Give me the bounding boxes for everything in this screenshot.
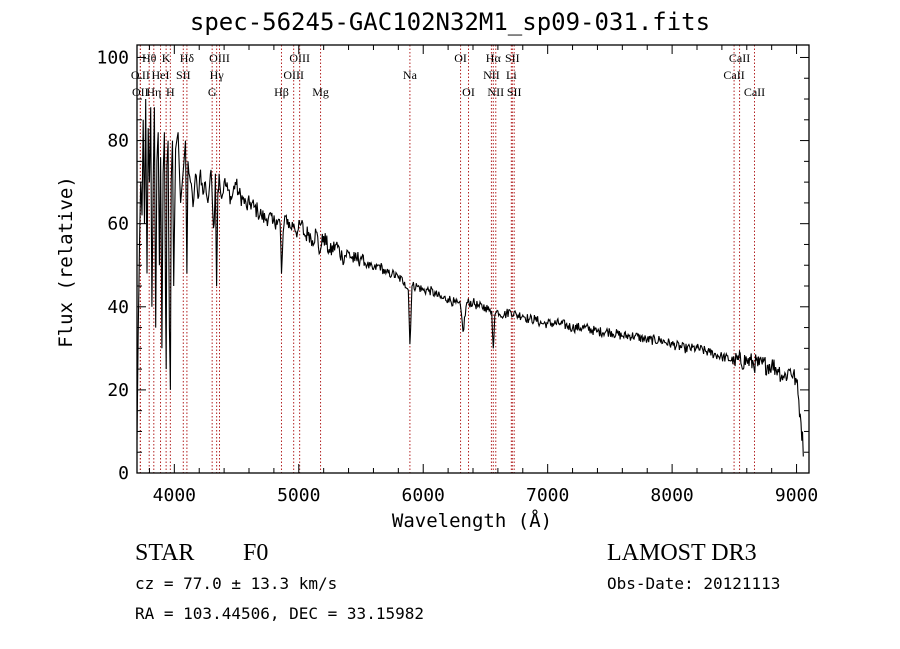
object-class: STAR	[135, 540, 195, 566]
y-axis-label: Flux (relative)	[55, 176, 77, 348]
line-label: SII	[505, 51, 520, 65]
line-label: Hδ	[180, 51, 195, 65]
line-label: OIII	[289, 51, 310, 65]
x-tick-label: 4000	[153, 485, 196, 506]
line-label: K	[162, 51, 171, 65]
y-tick-label: 100	[96, 47, 129, 68]
line-label: CaII	[723, 68, 744, 82]
y-tick-label: 80	[107, 131, 129, 152]
line-label: HeI	[152, 68, 170, 82]
x-axis-label: Wavelength (Å)	[391, 510, 553, 532]
line-label: OI	[462, 85, 475, 99]
object-subclass: F0	[243, 540, 269, 566]
spectrum-line	[136, 98, 804, 457]
redshift-cz: cz = 77.0 ± 13.3 km/s	[135, 574, 338, 593]
line-label: OI	[454, 51, 467, 65]
line-label: O II	[131, 68, 150, 82]
line-label: SII	[176, 68, 191, 82]
line-label: Hγ	[210, 68, 225, 82]
line-label: OII	[132, 85, 149, 99]
line-label: Hβ	[274, 85, 289, 99]
line-label: Na	[403, 68, 418, 82]
line-label: Li	[506, 68, 517, 82]
line-label: Mg	[312, 85, 329, 99]
line-label: NII	[487, 85, 504, 99]
line-label: H	[166, 85, 175, 99]
line-label: OIII	[283, 68, 304, 82]
line-label: OIII	[209, 51, 230, 65]
x-tick-label: 6000	[402, 485, 445, 506]
y-tick-label: 40	[107, 297, 129, 318]
line-label: Hη	[146, 85, 161, 99]
survey-name: LAMOST DR3	[607, 540, 757, 566]
x-axis: 4000 5000 6000 7000 8000 9000	[148, 45, 818, 506]
y-tick-label: 20	[107, 380, 129, 401]
line-label: G	[208, 85, 217, 99]
x-tick-label: 9000	[775, 485, 818, 506]
line-label: Hθ	[142, 51, 157, 65]
chart-title: spec-56245-GAC102N32M1_sp09-031.fits	[189, 8, 711, 36]
plot-frame	[136, 44, 810, 474]
y-tick-label: 60	[107, 214, 129, 235]
observation-date: Obs-Date: 20121113	[607, 574, 781, 593]
y-axis: 0 20 40 60 80 100	[96, 47, 809, 484]
x-tick-label: 7000	[526, 485, 569, 506]
line-label: Hα	[486, 51, 502, 65]
line-label: NII	[483, 68, 500, 82]
coordinates: RA = 103.44506, DEC = 33.15982	[135, 604, 424, 623]
emission-line-markers	[139, 45, 755, 473]
line-label: SII	[507, 85, 522, 99]
x-tick-label: 8000	[650, 485, 693, 506]
x-tick-label: 5000	[277, 485, 320, 506]
spectrum-series	[136, 98, 804, 457]
line-label: CaII	[744, 85, 765, 99]
line-label: CaII	[729, 51, 750, 65]
y-tick-label: 0	[118, 463, 129, 484]
